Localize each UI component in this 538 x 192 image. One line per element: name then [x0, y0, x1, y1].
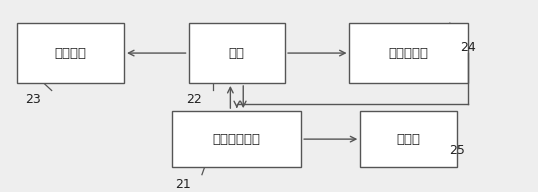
Text: 电机驱动电路: 电机驱动电路 — [213, 133, 261, 146]
Text: 23: 23 — [25, 93, 41, 106]
FancyBboxPatch shape — [17, 23, 124, 83]
FancyBboxPatch shape — [360, 111, 457, 167]
Text: 光栅码盘: 光栅码盘 — [54, 47, 87, 60]
Text: 22: 22 — [186, 93, 202, 106]
Text: 25: 25 — [449, 144, 465, 157]
Text: 霍尔传感器: 霍尔传感器 — [388, 47, 429, 60]
Text: 显示屏: 显示屏 — [397, 133, 421, 146]
FancyBboxPatch shape — [350, 23, 468, 83]
Text: 24: 24 — [459, 41, 476, 54]
FancyBboxPatch shape — [172, 111, 301, 167]
FancyBboxPatch shape — [188, 23, 285, 83]
Text: 21: 21 — [175, 178, 191, 190]
Text: 电机: 电机 — [229, 47, 245, 60]
